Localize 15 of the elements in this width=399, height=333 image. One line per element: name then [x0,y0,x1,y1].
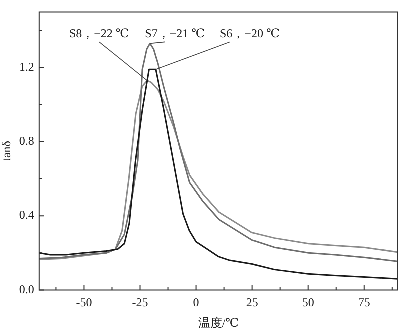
y-tick-label: 0.8 [19,134,34,148]
x-tick-label: -50 [76,296,92,310]
x-tick-label: 0 [193,296,200,310]
annotation: S8，−22 ℃ [69,26,130,40]
x-axis-title: 温度/℃ [198,316,240,330]
annotation: S7，−21 ℃ [145,26,206,40]
y-tick-label: 0.0 [19,282,34,296]
y-tick-label: 0.4 [19,208,34,222]
y-tick-label: 1.2 [19,60,34,74]
annotation: S6，−20 ℃ [220,26,280,40]
x-tick-label: -25 [132,296,148,310]
x-tick-label: 75 [358,296,370,310]
y-axis-title: tanδ [0,140,14,162]
x-tick-label: 25 [246,296,258,310]
x-tick-label: 50 [302,296,314,310]
